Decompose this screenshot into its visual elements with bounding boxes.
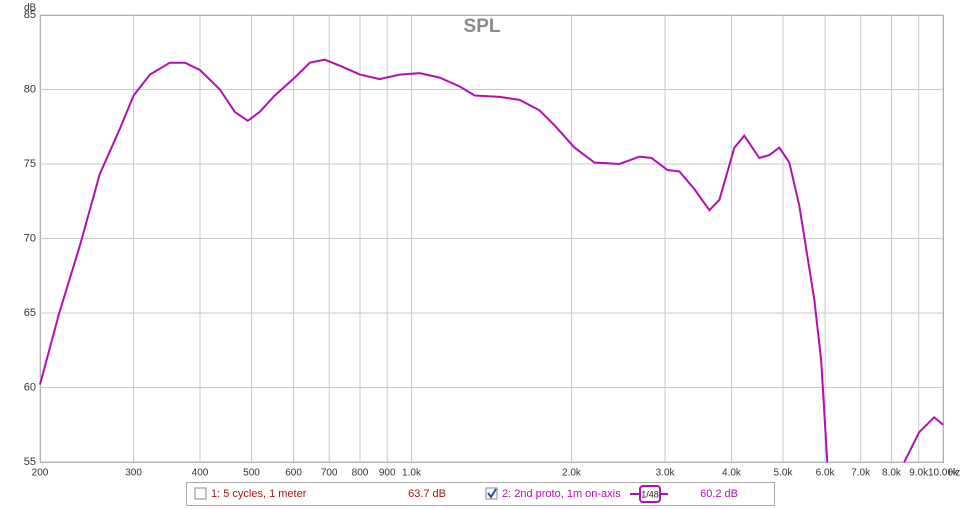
x-tick-label: 300 [125,468,142,479]
x-tick-label: 9.0k [909,468,929,479]
x-unit: Hz [948,468,960,479]
x-tick-label: 6.0k [816,468,836,479]
data-line [39,58,944,463]
x-tick-label: 8.0k [882,468,902,479]
x-tick-label: 4.0k [722,468,742,479]
x-tick-label: 800 [352,468,369,479]
legend-label: 2: 2nd proto, 1m on-axis [502,488,621,500]
checkbox[interactable] [485,487,498,500]
y-unit: dB [24,3,37,14]
x-tick-label: 5.0k [774,468,794,479]
x-tick-label: 500 [243,468,260,479]
legend-readout: 60.2 dB [700,488,738,500]
y-tick-label: 80 [24,83,36,95]
check-mark [487,488,497,499]
x-tick-label: 900 [379,468,396,479]
x-tick-label: 3.0k [656,468,676,479]
x-tick-label: 1.0k [402,468,422,479]
y-tick-label: 65 [24,307,36,319]
legend-label: 1: 5 cycles, 1 meter [211,488,307,500]
x-tick-label: 10.00k [928,468,959,479]
x-tick-label: 2.0k [562,468,582,479]
y-tick-label: 70 [24,232,36,244]
x-tick-label: 7.0k [851,468,871,479]
x-tick-label: 200 [32,468,49,479]
legend-box [186,482,775,506]
checkbox[interactable] [194,487,207,500]
x-tick-label: 400 [192,468,209,479]
smoothing-box[interactable] [639,485,661,503]
y-tick-label: 75 [24,158,36,170]
x-tick-label: 600 [285,468,302,479]
y-tick-label: 55 [24,456,36,468]
legend-readout: 63.7 dB [408,488,446,500]
y-tick-label: 85 [24,9,36,21]
smoothing-label: 1/48 [641,489,659,499]
x-tick-label: 700 [321,468,338,479]
y-tick-label: 60 [24,381,36,393]
chart-title: SPL [464,16,501,37]
